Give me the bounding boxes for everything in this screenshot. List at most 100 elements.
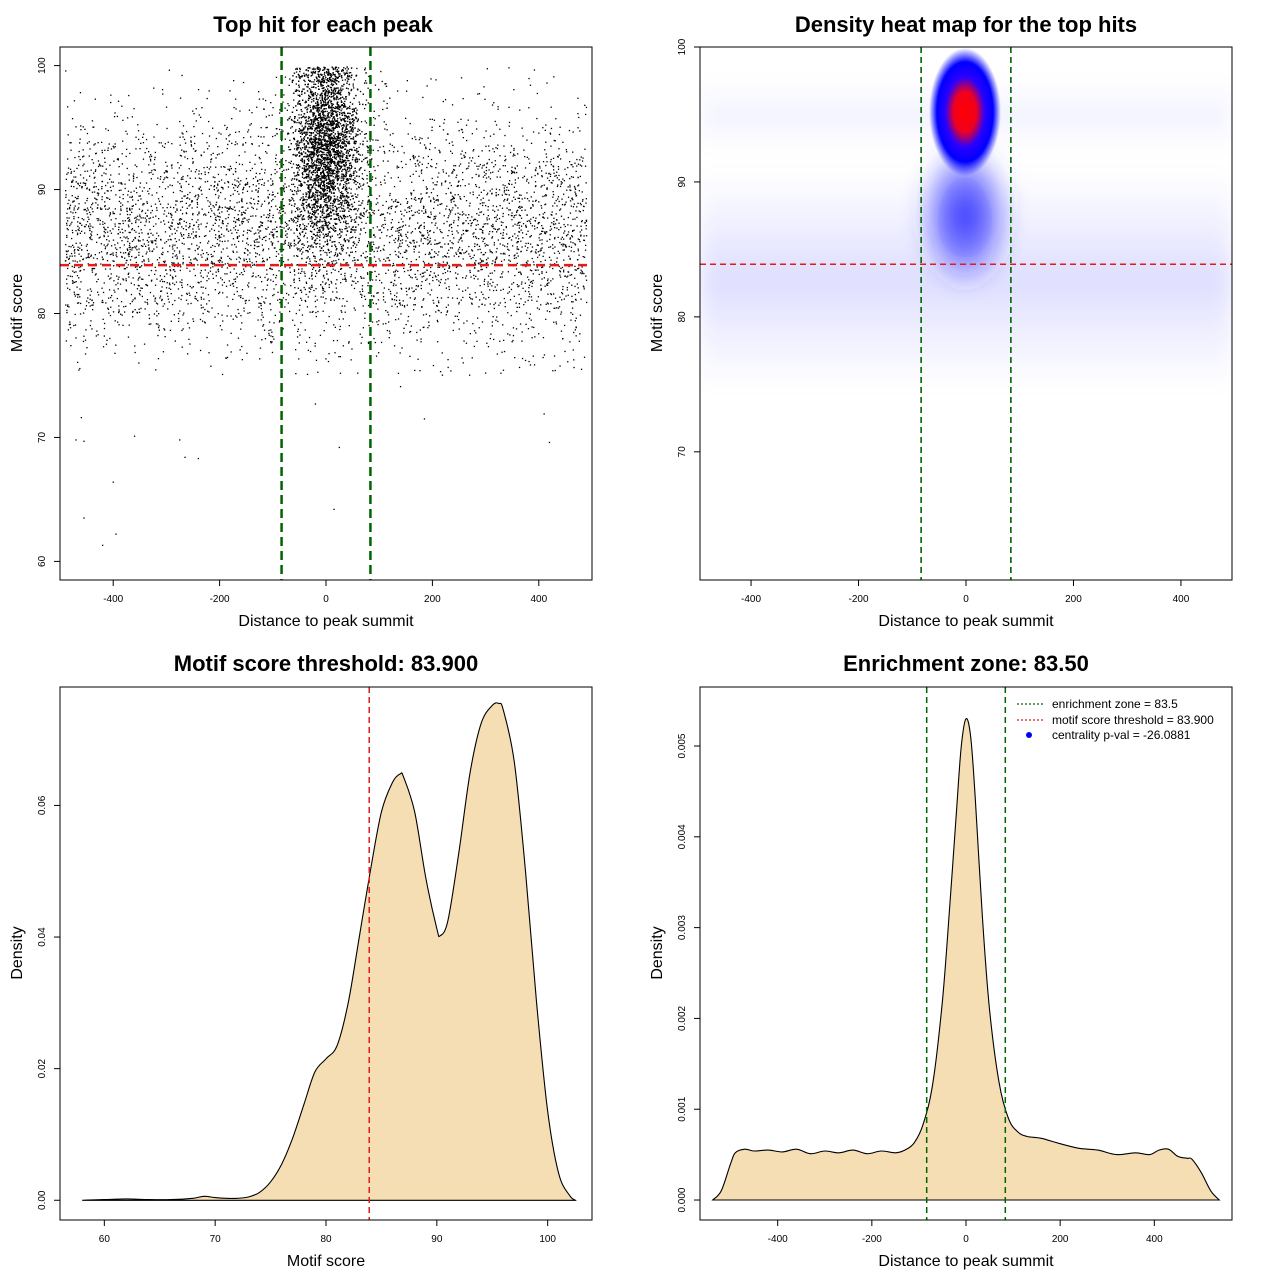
scatter-point: [258, 200, 260, 202]
scatter-point: [344, 311, 346, 313]
scatter-point: [577, 176, 579, 179]
scatter-point: [272, 184, 274, 186]
scatter-point: [210, 208, 212, 210]
scatter-point: [297, 187, 299, 189]
scatter-point: [467, 167, 469, 169]
scatter-point: [273, 237, 275, 239]
scatter-point: [180, 185, 182, 187]
scatter-point: [491, 252, 494, 254]
scatter-point: [109, 212, 111, 214]
scatter-point: [436, 181, 438, 183]
scatter-point: [309, 220, 311, 223]
scatter-point: [352, 245, 354, 247]
scatter-point: [139, 294, 141, 296]
scatter-point: [210, 161, 212, 163]
scatter-point: [142, 136, 144, 138]
scatter-point: [574, 191, 576, 193]
scatter-point: [282, 198, 284, 200]
scatter-point: [179, 183, 181, 185]
scatter-point: [469, 192, 471, 194]
scatter-point: [90, 233, 92, 235]
scatter-point: [271, 231, 273, 233]
scatter-point: [522, 237, 524, 239]
scatter-point: [161, 247, 164, 249]
scatter-point: [262, 316, 264, 318]
scatter-point: [171, 276, 174, 278]
scatter-point: [103, 335, 105, 337]
scatter-point: [365, 257, 367, 259]
scatter-point: [188, 168, 190, 170]
scatter-point: [243, 310, 245, 312]
scatter-point: [144, 212, 147, 214]
scatter-point: [296, 217, 298, 219]
scatter-point: [90, 236, 92, 238]
scatter-point: [266, 152, 268, 154]
scatter-point: [348, 342, 350, 344]
scatter-point: [297, 207, 299, 209]
scatter-point: [477, 249, 479, 251]
scatter-point: [570, 224, 572, 227]
scatter-point: [314, 300, 316, 303]
scatter-point: [528, 182, 530, 184]
scatter-point: [539, 165, 541, 167]
scatter-point: [148, 188, 151, 190]
scatter-point: [161, 145, 164, 147]
scatter-point: [247, 312, 249, 314]
scatter-point: [381, 231, 383, 234]
scatter-point: [319, 230, 321, 232]
scatter-point: [184, 156, 186, 158]
scatter-point: [213, 186, 215, 188]
scatter-point: [266, 258, 268, 260]
scatter-point: [488, 158, 490, 161]
scatter-point: [406, 80, 408, 82]
scatter-point: [91, 267, 93, 270]
scatter-point: [154, 284, 157, 286]
scatter-point: [115, 218, 117, 220]
scatter-point: [391, 199, 393, 201]
scatter-point: [324, 233, 327, 235]
scatter-point: [492, 205, 494, 207]
scatter-point: [126, 133, 128, 135]
scatter-point: [533, 364, 536, 366]
scatter-point: [251, 190, 253, 192]
scatter-point: [566, 189, 568, 191]
scatter-point: [253, 233, 255, 235]
scatter-point: [234, 209, 236, 212]
scatter-point: [510, 288, 513, 291]
scatter-point: [361, 336, 363, 338]
scatter-point: [541, 247, 543, 249]
scatter-point: [274, 168, 276, 171]
scatter-point: [493, 270, 496, 272]
scatter-point: [581, 221, 583, 223]
scatter-point: [452, 243, 454, 245]
scatter-point: [325, 282, 327, 284]
scatter-point: [462, 229, 464, 232]
scatter-point: [92, 202, 94, 204]
scatter-point: [448, 208, 450, 211]
scatter-point: [77, 249, 79, 251]
scatter-point: [145, 284, 147, 286]
scatter-point: [283, 150, 285, 152]
scatter-point: [583, 239, 585, 241]
scatter-point: [182, 136, 184, 138]
scatter-point: [184, 142, 187, 144]
scatter-point: [396, 165, 398, 167]
scatter-point: [89, 305, 91, 307]
scatter-point: [89, 237, 91, 239]
scatter-point: [364, 312, 366, 314]
scatter-point: [217, 184, 219, 186]
scatter-point: [214, 218, 217, 221]
scatter-point: [340, 267, 343, 270]
scatter-point: [263, 136, 265, 138]
scatter-point: [233, 293, 235, 295]
scatter-point: [174, 299, 176, 302]
scatter-point: [77, 361, 79, 363]
scatter-point: [140, 217, 142, 219]
scatter-point: [261, 168, 263, 170]
scatter-point: [148, 151, 150, 153]
scatter-point: [170, 239, 172, 241]
scatter-point: [76, 261, 78, 263]
scatter-point: [220, 186, 223, 188]
scatter-point: [426, 278, 428, 280]
scatter-point: [238, 217, 240, 220]
